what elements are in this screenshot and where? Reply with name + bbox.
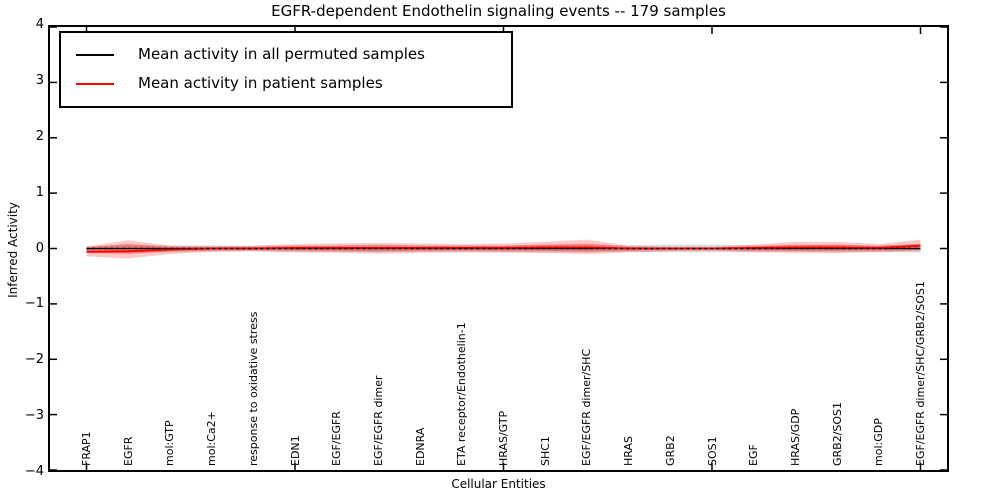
x-axis-label: Cellular Entities <box>451 477 546 491</box>
plot-canvas <box>50 27 947 470</box>
y-tick-label: −2 <box>24 352 44 368</box>
patient-line-sample-icon <box>76 82 114 85</box>
y-tick-label: −1 <box>24 296 44 312</box>
y-tick-label: −3 <box>24 408 44 424</box>
y-tick-label: 3 <box>35 72 44 88</box>
chart-title: EGFR-dependent Endothelin signaling even… <box>271 2 726 20</box>
plot-area: FRAP1 EGFR mol:GTP mol:Ca2+ response to oxid… <box>48 25 949 472</box>
legend-row-permuted: Mean activity in all permuted samples <box>61 40 511 69</box>
y-tick-labels: 4 3 2 1 0 −1 −2 −3 −4 <box>0 0 44 500</box>
legend-label-patient: Mean activity in patient samples <box>138 74 383 92</box>
y-tick-label: 0 <box>35 240 44 256</box>
y-tick-label: 2 <box>35 128 44 144</box>
legend: Mean activity in all permuted samples Me… <box>59 31 513 108</box>
y-tick-label: 4 <box>35 17 44 32</box>
legend-row-patient: Mean activity in patient samples <box>61 69 511 98</box>
y-tick-label: 1 <box>35 184 44 200</box>
permuted-line-sample-icon <box>76 53 114 56</box>
legend-label-permuted: Mean activity in all permuted samples <box>138 45 425 63</box>
y-tick-label: −4 <box>24 464 44 479</box>
